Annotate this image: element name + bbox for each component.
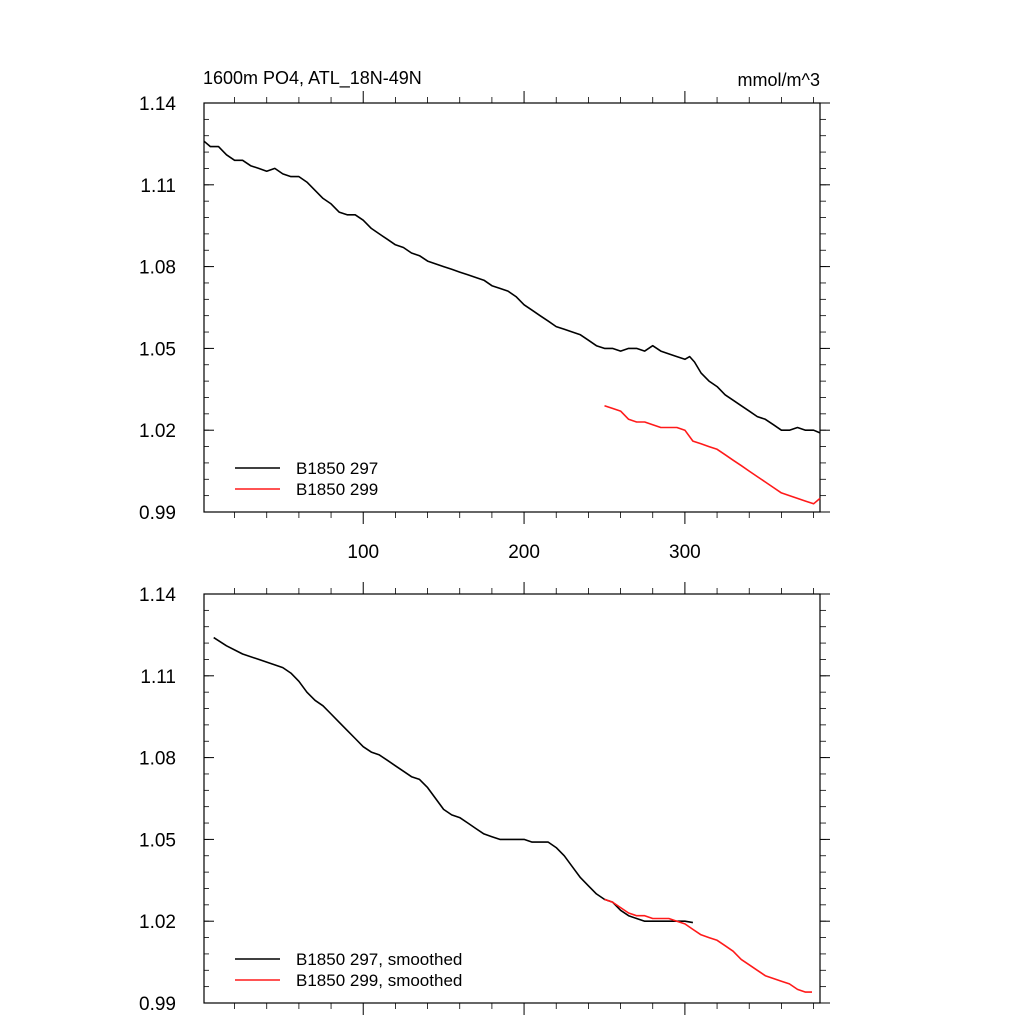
series-line-1 bbox=[213, 636, 694, 924]
y-tick-label: 1.11 bbox=[140, 667, 176, 688]
units-label: mmol/m^3 bbox=[738, 70, 820, 90]
y-tick-label: 1.11 bbox=[140, 176, 176, 197]
y-tick-label: 1.14 bbox=[139, 585, 176, 606]
plot-frame bbox=[203, 102, 821, 513]
series-line-2 bbox=[604, 898, 812, 993]
y-tick-label: 1.05 bbox=[139, 339, 176, 360]
y-tick-label: 1.05 bbox=[139, 830, 176, 851]
y-tick-label: 0.99 bbox=[139, 994, 176, 1015]
x-tick-label: 200 bbox=[508, 542, 540, 563]
x-tick-label: 300 bbox=[669, 542, 701, 563]
legend-label-1: B1850 297 bbox=[296, 459, 378, 478]
y-tick-label: 1.14 bbox=[139, 94, 176, 115]
series-line-2 bbox=[604, 404, 821, 505]
y-tick-label: 1.02 bbox=[139, 912, 176, 933]
legend-label-1: B1850 297, smoothed bbox=[296, 950, 462, 969]
legend-label-2: B1850 299 bbox=[296, 480, 378, 499]
y-tick-label: 1.08 bbox=[139, 749, 176, 770]
y-tick-label: 1.08 bbox=[139, 258, 176, 279]
plot-frame bbox=[203, 593, 821, 1004]
bottom-panel: 0.99 1.02 1.05 1.08 1.11 1.14 B1850 297, smoot… bbox=[139, 582, 830, 1015]
x-tick-label: 100 bbox=[347, 542, 379, 563]
chart-title: 1600m PO4, ATL_18N-49N bbox=[203, 68, 422, 89]
y-tick-label: 0.99 bbox=[139, 503, 176, 524]
top-panel: 0.99 1.02 1.05 1.08 1.11 1.14 100 200 300 B1850 2… bbox=[139, 91, 830, 563]
legend-label-2: B1850 299, smoothed bbox=[296, 971, 462, 990]
series-line-1 bbox=[203, 140, 821, 434]
y-tick-label: 1.02 bbox=[139, 421, 176, 442]
